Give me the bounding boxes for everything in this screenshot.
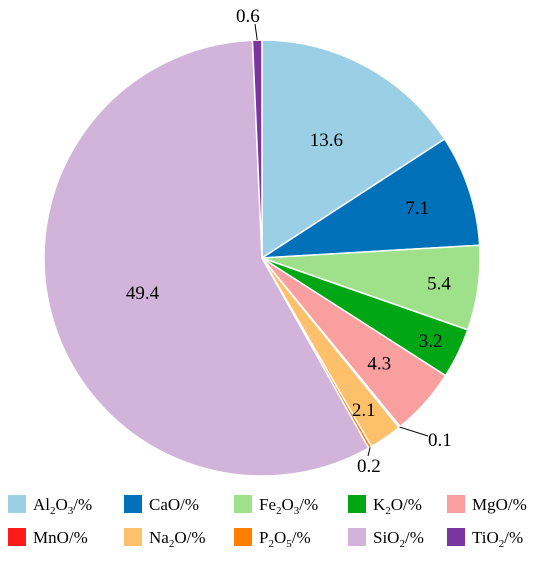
legend-swatch	[8, 495, 26, 513]
legend-item-al2o3: Al2O3/%	[8, 495, 92, 517]
data-label-k2o: 3.2	[419, 331, 443, 352]
legend-item-mgo: MgO/%	[447, 495, 527, 514]
label-leader-lines	[254, 23, 429, 457]
legend-item-k2o: K2O/%	[348, 495, 422, 517]
legend-label: Fe2O3/%	[259, 495, 318, 517]
legend-label: Al2O3/%	[33, 495, 92, 517]
data-label-fe2o3: 5.4	[427, 274, 451, 295]
data-label-tio2: 0.6	[236, 6, 260, 27]
leader-line-p2o5	[367, 447, 371, 457]
data-labels: 13.6 7.1 5.4 3.2 4.3 0.1 2.1 0.2 49.4 0.6	[126, 6, 452, 477]
legend-swatch	[348, 528, 366, 546]
data-label-p2o5: 0.2	[357, 456, 381, 477]
slice-cao	[261, 138, 481, 259]
legend-label: TiO2/%	[472, 528, 523, 550]
legend-swatch	[234, 495, 252, 513]
legend-label: K2O/%	[373, 495, 422, 517]
legend-label: P2O5/%	[259, 528, 311, 550]
legend-item-na2o: Na2O/%	[124, 528, 206, 550]
data-label-mno: 0.1	[428, 430, 452, 451]
legend: Al2O3/% CaO/% Fe2O3/% K2O/% MgO/% MnO/% Na2O/%…	[8, 495, 527, 550]
legend-label: SiO2/%	[373, 528, 424, 550]
legend-item-tio2: TiO2/%	[447, 528, 523, 550]
legend-label: MgO/%	[472, 495, 527, 514]
data-label-sio2: 49.4	[126, 283, 160, 304]
leader-line-mno	[399, 426, 429, 437]
legend-label: CaO/%	[149, 495, 199, 514]
legend-label: MnO/%	[33, 528, 88, 547]
leader-line-tio2	[254, 23, 258, 41]
legend-item-p2o5: P2O5/%	[234, 528, 311, 550]
legend-swatch	[124, 495, 142, 513]
legend-swatch	[447, 528, 465, 546]
legend-swatch	[447, 495, 465, 513]
legend-swatch	[348, 495, 366, 513]
legend-item-fe2o3: Fe2O3/%	[234, 495, 318, 517]
slice-tio2	[251, 39, 263, 259]
legend-item-mno: MnO/%	[8, 528, 88, 547]
slice-al2o3	[261, 39, 446, 259]
pie-slices	[43, 39, 481, 477]
data-label-al2o3: 13.6	[310, 130, 343, 151]
data-label-na2o: 2.1	[352, 400, 376, 421]
legend-swatch	[234, 528, 252, 546]
legend-item-sio2: SiO2/%	[348, 528, 424, 550]
data-label-cao: 7.1	[405, 198, 429, 219]
slice-sio2	[43, 39, 370, 477]
legend-item-cao: CaO/%	[124, 495, 199, 514]
legend-label: Na2O/%	[149, 528, 206, 550]
data-label-mgo: 4.3	[367, 353, 391, 374]
legend-swatch	[8, 528, 26, 546]
legend-swatch	[124, 528, 142, 546]
